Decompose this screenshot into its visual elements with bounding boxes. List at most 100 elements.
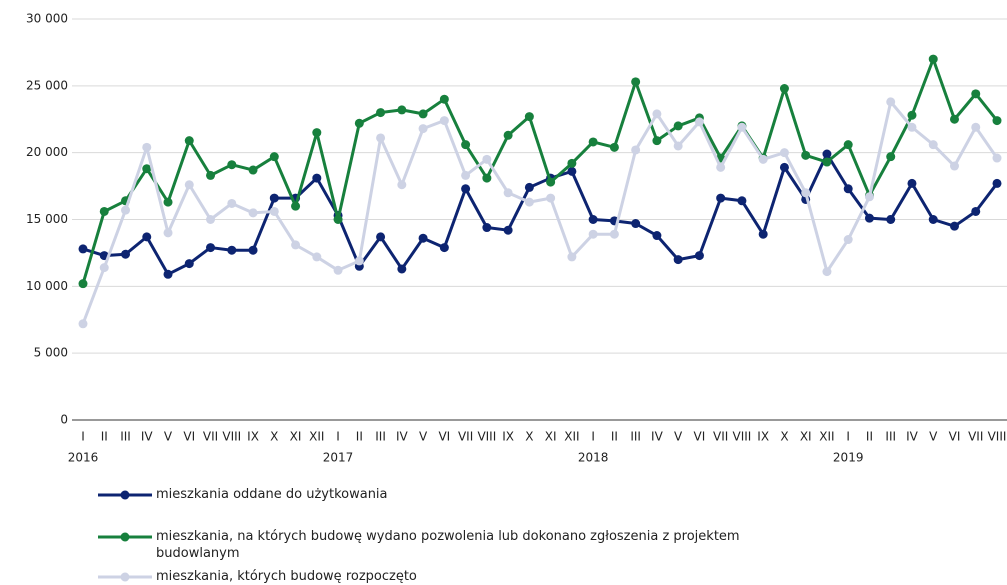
legend-marker xyxy=(120,572,130,582)
x-tick-label: XII xyxy=(564,430,579,444)
data-point xyxy=(758,229,768,239)
data-point xyxy=(716,162,726,172)
data-point xyxy=(524,197,534,207)
data-point xyxy=(652,136,662,146)
data-point xyxy=(248,165,258,175)
data-point xyxy=(673,255,683,265)
data-point xyxy=(163,228,173,238)
data-point xyxy=(609,142,619,152)
data-point xyxy=(461,184,471,194)
data-point xyxy=(503,225,513,235)
y-tick-label: 0 xyxy=(60,413,68,427)
data-point xyxy=(928,140,938,150)
data-point xyxy=(971,122,981,132)
x-tick-label: I xyxy=(591,430,595,444)
x-tick-label: XI xyxy=(545,430,557,444)
data-point xyxy=(673,121,683,131)
data-point xyxy=(184,259,194,269)
data-point xyxy=(949,114,959,124)
data-point xyxy=(886,152,896,162)
data-point xyxy=(524,182,534,192)
data-point xyxy=(482,223,492,233)
data-point xyxy=(227,198,237,208)
x-tick-label: III xyxy=(120,430,131,444)
legend-swatch xyxy=(98,572,152,582)
x-tick-label: VIII xyxy=(733,430,752,444)
data-point xyxy=(567,158,577,168)
data-point xyxy=(949,221,959,231)
x-tick-label: V xyxy=(929,430,938,444)
x-tick-label: IV xyxy=(906,430,919,444)
data-point xyxy=(439,116,449,126)
legend-label: mieszkania, których budowę rozpoczęto xyxy=(156,569,417,584)
x-tick-label: V xyxy=(164,430,173,444)
data-point xyxy=(843,140,853,150)
y-tick-label: 20 000 xyxy=(26,145,68,159)
data-point xyxy=(822,267,832,277)
data-point xyxy=(184,136,194,146)
data-point xyxy=(588,137,598,147)
legend-label: mieszkania oddane do użytkowania xyxy=(156,487,388,502)
data-point xyxy=(397,264,407,274)
x-tick-label: I xyxy=(336,430,340,444)
x-tick-label: II xyxy=(356,430,363,444)
data-point xyxy=(609,229,619,239)
x-tick-label: IV xyxy=(651,430,664,444)
data-point xyxy=(376,133,386,143)
data-point xyxy=(631,77,641,87)
data-point xyxy=(269,193,279,203)
data-point xyxy=(779,148,789,158)
data-point xyxy=(864,192,874,202)
x-tick-label: I xyxy=(846,430,850,444)
data-point xyxy=(439,94,449,104)
data-point xyxy=(333,215,343,224)
y-tick-label: 10 000 xyxy=(26,279,68,293)
data-point xyxy=(142,164,152,174)
data-point xyxy=(737,122,747,132)
x-tick-label: VIII xyxy=(477,430,496,444)
data-point xyxy=(312,128,322,138)
data-point xyxy=(99,206,109,216)
data-point xyxy=(503,188,513,198)
x-tick-label: XII xyxy=(819,430,834,444)
x-tick-label: X xyxy=(525,430,533,444)
data-point xyxy=(482,173,492,183)
x-tick-label: VII xyxy=(458,430,473,444)
data-point xyxy=(673,141,683,151)
x-tick-label: VII xyxy=(713,430,728,444)
data-point xyxy=(184,180,194,190)
data-point xyxy=(546,193,556,203)
x-tick-label: IX xyxy=(247,430,259,444)
data-point xyxy=(588,229,598,239)
data-point xyxy=(716,193,726,203)
data-point xyxy=(227,160,237,170)
data-point xyxy=(737,196,747,206)
data-point xyxy=(418,109,428,119)
data-point xyxy=(907,122,917,132)
x-tick-label: III xyxy=(375,430,386,444)
year-label: 2018 xyxy=(578,451,609,465)
data-point xyxy=(546,177,556,187)
x-tick-label: VIII xyxy=(988,430,1007,444)
x-tick-label: XII xyxy=(309,430,324,444)
data-point xyxy=(312,173,322,183)
data-point xyxy=(291,201,301,211)
x-tick-label: VI xyxy=(183,430,195,444)
x-tick-label: II xyxy=(101,430,108,444)
y-tick-label: 15 000 xyxy=(26,212,68,226)
x-tick-label: I xyxy=(81,430,85,444)
data-point xyxy=(843,235,853,245)
x-tick-label: X xyxy=(780,430,788,444)
data-point xyxy=(567,166,577,176)
legend-marker xyxy=(120,490,130,500)
data-point xyxy=(163,269,173,279)
data-point xyxy=(567,252,577,262)
data-point xyxy=(779,84,789,94)
data-point xyxy=(78,279,88,289)
data-point xyxy=(822,157,832,167)
data-point xyxy=(269,206,279,216)
data-point xyxy=(397,105,407,115)
data-point xyxy=(907,110,917,120)
legend-item: mieszkania, na których budowę wydano poz… xyxy=(98,528,816,562)
